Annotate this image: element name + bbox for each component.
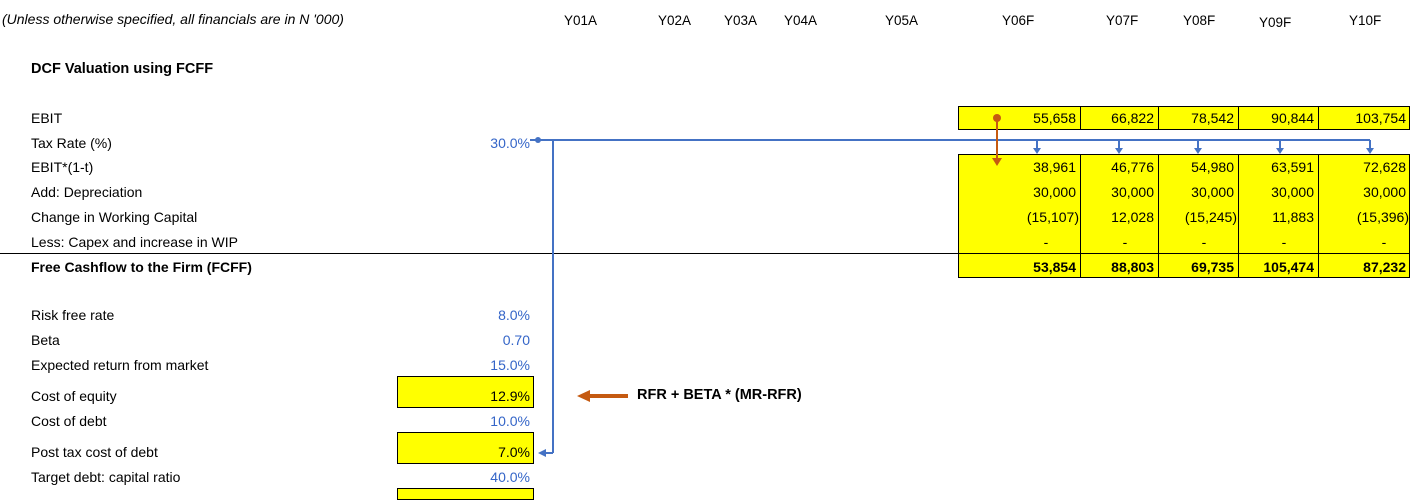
cell-dep-y07f[interactable]: 30,000 <box>1111 184 1154 200</box>
col-divider <box>1238 106 1239 130</box>
cell-wc-y06f[interactable]: (15,107) <box>1026 209 1079 225</box>
cell-wc-y07f[interactable]: 12,028 <box>1111 209 1154 225</box>
cell-capex-y08f[interactable]: - <box>1201 234 1207 250</box>
label-expected-market-return: Expected return from market <box>31 357 209 373</box>
units-note: (Unless otherwise specified, all financi… <box>2 11 344 27</box>
cell-ebit1t-y10f[interactable]: 72,628 <box>1363 159 1406 175</box>
cell-fcff-y06f[interactable]: 53,854 <box>1033 259 1076 275</box>
cell-ebit1t-y09f[interactable]: 63,591 <box>1271 159 1314 175</box>
tax-rate-value[interactable]: 30.0% <box>490 135 530 151</box>
cell-ebit1t-y07f[interactable]: 46,776 <box>1111 159 1154 175</box>
year-header-y07f: Y07F <box>1106 13 1139 28</box>
year-header-y04a: Y04A <box>784 13 818 28</box>
value-expected-market-return[interactable]: 15.0% <box>490 357 530 373</box>
year-header-y08f: Y08F <box>1183 13 1216 28</box>
year-header-y10f: Y10F <box>1349 13 1382 28</box>
cell-ebit-y09f[interactable]: 90,844 <box>1271 110 1314 126</box>
col-divider <box>1080 106 1081 130</box>
cell-capex-y10f[interactable]: - <box>1381 234 1387 250</box>
col-divider <box>1318 154 1319 278</box>
tax-rate-trace-arrowheads <box>1033 140 1374 154</box>
cost-of-equity-highlight <box>397 376 534 408</box>
label-target-debt-capital-ratio: Target debt: capital ratio <box>31 469 181 485</box>
cell-capex-y07f[interactable]: - <box>1122 234 1128 250</box>
cell-wc-y08f[interactable]: (15,245) <box>1184 209 1237 225</box>
col-divider <box>1080 154 1081 278</box>
ebit-range <box>958 106 1410 130</box>
year-header-y02a: Y02A <box>658 13 692 28</box>
formula-pointer-arrow <box>577 390 628 402</box>
col-divider <box>1238 154 1239 278</box>
value-post-tax-cost-of-debt[interactable]: 7.0% <box>498 444 530 460</box>
label-ebit-1t: EBIT*(1-t) <box>31 159 94 175</box>
value-beta[interactable]: 0.70 <box>502 332 530 348</box>
label-cost-of-equity: Cost of equity <box>31 388 117 404</box>
cell-fcff-y08f[interactable]: 69,735 <box>1191 259 1234 275</box>
cell-fcff-y09f[interactable]: 105,474 <box>1263 259 1314 275</box>
tax-rate-trace <box>530 137 1370 457</box>
label-depreciation: Add: Depreciation <box>31 184 143 200</box>
cell-ebit1t-y06f[interactable]: 38,961 <box>1033 159 1076 175</box>
row-separator <box>0 253 1410 254</box>
label-ebit: EBIT <box>31 110 63 126</box>
label-capex: Less: Capex and increase in WIP <box>31 234 238 250</box>
cell-fcff-y07f[interactable]: 88,803 <box>1111 259 1154 275</box>
label-tax-rate: Tax Rate (%) <box>31 135 112 151</box>
label-post-tax-cost-of-debt: Post tax cost of debt <box>31 444 158 460</box>
cell-wc-y10f[interactable]: (15,396) <box>1356 209 1409 225</box>
cell-dep-y06f[interactable]: 30,000 <box>1033 184 1076 200</box>
cell-ebit-y06f[interactable]: 55,658 <box>1033 110 1076 126</box>
post-tax-cost-of-debt-highlight <box>397 432 534 464</box>
label-fcff: Free Cashflow to the Firm (FCFF) <box>31 259 252 275</box>
cell-wc-y09f[interactable]: 11,883 <box>1272 209 1314 225</box>
cell-ebit1t-y08f[interactable]: 54,980 <box>1191 159 1234 175</box>
ebit-trace <box>992 114 1002 166</box>
label-working-capital: Change in Working Capital <box>31 209 198 225</box>
cell-capex-y06f[interactable]: - <box>1043 234 1049 250</box>
col-divider <box>1158 154 1159 278</box>
value-cost-of-equity[interactable]: 12.9% <box>490 388 530 404</box>
fcff-top-border <box>958 253 1410 254</box>
year-header-y03a: Y03A <box>724 13 758 28</box>
value-cost-of-debt[interactable]: 10.0% <box>490 413 530 429</box>
year-header-y01a: Y01A <box>564 13 598 28</box>
label-risk-free-rate: Risk free rate <box>31 307 115 323</box>
value-target-debt-capital-ratio[interactable]: 40.0% <box>490 469 530 485</box>
cell-fcff-y10f[interactable]: 87,232 <box>1363 259 1406 275</box>
cost-of-equity-formula: RFR + BETA * (MR-RFR) <box>637 387 802 403</box>
cell-dep-y08f[interactable]: 30,000 <box>1191 184 1234 200</box>
cell-ebit-y07f[interactable]: 66,822 <box>1111 110 1154 126</box>
col-divider <box>1158 106 1159 130</box>
year-header-y05a: Y05A <box>885 13 919 28</box>
year-header-y09f: Y09F <box>1259 15 1292 30</box>
col-divider <box>1318 106 1319 130</box>
cell-ebit-y08f[interactable]: 78,542 <box>1191 110 1234 126</box>
label-cost-of-debt: Cost of debt <box>31 413 107 429</box>
cell-capex-y09f[interactable]: - <box>1281 234 1287 250</box>
year-header-y06f: Y06F <box>1002 13 1035 28</box>
forecast-range <box>958 154 1410 278</box>
cell-ebit-y10f[interactable]: 103,754 <box>1355 110 1406 126</box>
cell-dep-y09f[interactable]: 30,000 <box>1271 184 1314 200</box>
section-title: DCF Valuation using FCFF <box>31 61 214 77</box>
cell-dep-y10f[interactable]: 30,000 <box>1363 184 1406 200</box>
value-risk-free-rate[interactable]: 8.0% <box>498 307 530 323</box>
label-beta: Beta <box>31 332 60 348</box>
